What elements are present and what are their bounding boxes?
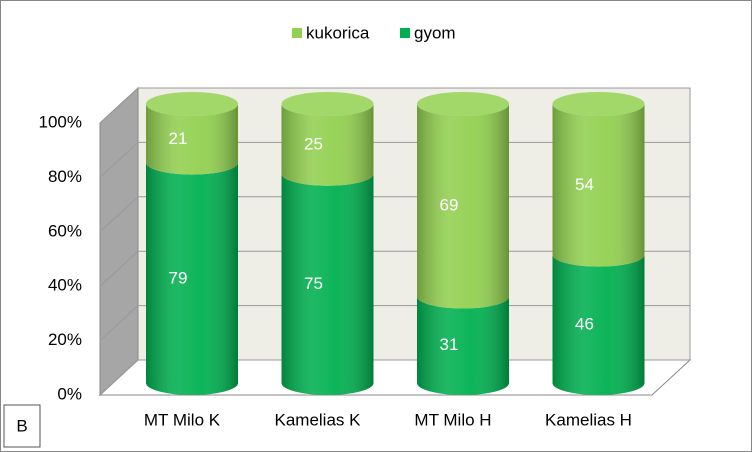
cylinder-top — [281, 92, 374, 116]
value-label: 31 — [440, 335, 459, 354]
panel-label: B — [16, 416, 27, 435]
legend-label: gyom — [414, 23, 456, 42]
x-tick-label: MT Milo H — [414, 410, 491, 429]
value-label: 46 — [575, 314, 594, 333]
value-label: 21 — [169, 129, 188, 148]
x-tick-label: Kamelias K — [275, 410, 362, 429]
y-tick-label: 100% — [39, 112, 82, 131]
x-tick-label: Kamelias H — [545, 410, 632, 429]
cylinder-top-shade — [552, 92, 645, 116]
value-label: 79 — [169, 268, 188, 287]
legend-swatch — [400, 28, 410, 38]
value-label: 75 — [304, 274, 323, 293]
side-wall — [99, 86, 139, 397]
cylinder-top-shade — [417, 92, 509, 116]
labels: 0% 20% 40% 60% 80% 100% kukorica gyom MT Milo K 7… — [39, 23, 632, 429]
panel-box — [3, 404, 41, 448]
cylinder-shade — [552, 104, 645, 267]
cylinder-shade — [146, 104, 238, 175]
cylinder-top — [417, 92, 509, 116]
value-label: 25 — [304, 134, 323, 153]
x-tick-label: MT Milo K — [144, 410, 221, 429]
cylinder-top — [146, 92, 238, 116]
legend-swatch — [292, 28, 302, 38]
cylinder-shade — [417, 104, 509, 309]
cylinder-top — [552, 92, 645, 116]
cylinder-shade — [417, 296, 509, 395]
grid-line — [99, 87, 690, 124]
value-label: 69 — [440, 196, 459, 215]
legend-label: kukorica — [306, 23, 370, 42]
cylinder-shade — [281, 104, 374, 186]
y-tick-label: 60% — [48, 221, 82, 240]
cylinder-shade — [281, 173, 374, 395]
y-tick-label: 80% — [48, 167, 82, 186]
y-tick-label: 40% — [48, 276, 82, 295]
cylinder-shade — [146, 162, 238, 395]
cylinder-top-shade — [281, 92, 374, 116]
y-tick-label: 20% — [48, 330, 82, 349]
y-tick-label: 0% — [57, 384, 82, 403]
value-label: 54 — [575, 175, 594, 194]
bars — [146, 92, 645, 395]
cylinder-top-shade — [146, 92, 238, 116]
cylinder-shade — [552, 254, 645, 395]
